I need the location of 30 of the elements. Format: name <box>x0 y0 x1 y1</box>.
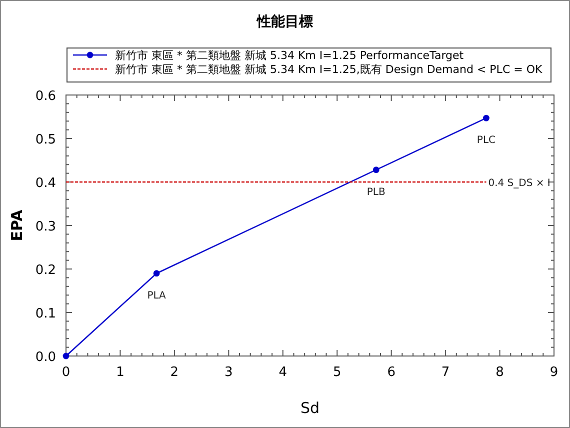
y-tick-label: 0.6 <box>35 89 56 104</box>
x-tick-label: 0 <box>62 365 70 380</box>
x-tick-label: 9 <box>550 365 558 380</box>
y-tick-label: 0.4 <box>35 176 56 191</box>
y-tick-label: 0.3 <box>35 220 56 234</box>
x-tick-label: 5 <box>332 365 342 380</box>
y-tick-label: 0.0 <box>35 350 56 365</box>
y-tick-label: 0.1 <box>35 306 56 322</box>
point <box>372 166 380 174</box>
y-axis-title: EPA <box>8 209 26 242</box>
chart-title: 性能目標 <box>256 14 313 30</box>
x-tick-label: 7 <box>441 365 450 380</box>
x-tick-label: 8 <box>496 365 504 380</box>
annotation: 0.4 S_DS × I <box>488 178 550 189</box>
x-tick-label: 2 <box>170 365 179 380</box>
y-tick-label: 0.2 <box>35 263 56 278</box>
x-tick-label: 4 <box>278 365 288 380</box>
point <box>62 352 70 360</box>
y-tick-label: 0.5 <box>35 132 56 148</box>
annotation: PLB <box>366 186 386 198</box>
x-axis-title: Sd <box>300 399 320 417</box>
annotation: PLA <box>147 290 166 302</box>
legend-label: 新竹市 東區 * 第二類地盤 新城 5.34 Km I=1.25,既有 Design Demand < PLC = OK <box>115 63 543 76</box>
x-tick-label: 3 <box>224 365 233 380</box>
point <box>483 114 490 122</box>
x-tick-label: 1 <box>116 365 124 380</box>
x-tick-label: 6 <box>387 365 396 380</box>
annotation: PLC <box>476 135 496 146</box>
legend-label: 新竹市 東區 * 第二類地盤 新城 5.34 Km I=1.25 PerformanceTarget <box>115 49 464 62</box>
point <box>153 270 160 277</box>
